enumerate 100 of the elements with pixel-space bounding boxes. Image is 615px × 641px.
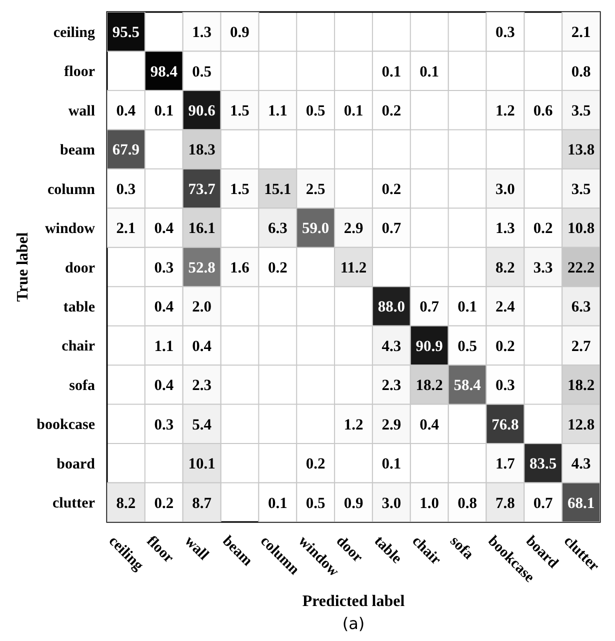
data-label: 2.9 [344, 220, 364, 238]
data-label: 76.8 [492, 416, 520, 434]
data-label: 2.0 [192, 298, 212, 316]
data-label: 4.3 [382, 338, 402, 355]
y-tick-label: chair [62, 338, 96, 355]
data-label: 90.6 [188, 102, 216, 120]
y-axis-title: True label [14, 232, 32, 302]
data-label: 0.4 [192, 338, 212, 355]
data-label: 0.5 [458, 338, 478, 355]
data-label: 1.3 [192, 24, 212, 42]
data-label: 3.3 [533, 259, 554, 276]
data-label: 58.4 [454, 377, 482, 394]
data-label: 18.3 [188, 142, 216, 159]
data-label: 0.4 [154, 220, 174, 238]
data-label: 0.2 [154, 494, 174, 512]
data-label: 0.9 [344, 494, 364, 512]
data-label: 83.5 [530, 456, 557, 473]
data-label: 3.0 [496, 180, 516, 198]
y-tick-label: clutter [52, 496, 96, 512]
data-label: 0.2 [306, 456, 326, 473]
data-label: 0.2 [382, 180, 402, 198]
data-label: 0.8 [571, 63, 591, 80]
data-label: 0.2 [533, 220, 554, 238]
y-tick-label: column [47, 182, 96, 198]
data-label: 2.5 [306, 180, 326, 198]
y-tick-label: ceiling [53, 24, 96, 41]
data-label: 0.1 [154, 102, 174, 120]
data-label: 4.3 [571, 456, 591, 473]
data-label: 2.1 [116, 220, 136, 238]
data-label: 1.0 [420, 494, 440, 512]
data-label: 16.1 [188, 220, 216, 238]
data-label: 0.4 [420, 416, 440, 434]
data-label: 0.1 [382, 456, 402, 473]
y-tick-label: window [44, 221, 96, 238]
data-label: 12.8 [567, 416, 595, 434]
x-tick-label: door [332, 533, 366, 566]
data-label: 1.5 [230, 180, 250, 198]
data-label: 0.7 [382, 220, 402, 238]
data-label: 2.9 [382, 416, 402, 434]
data-label: 11.2 [340, 259, 367, 276]
data-label: 22.2 [567, 259, 595, 276]
data-label: 68.1 [567, 494, 595, 512]
x-tick-label: sofa [446, 533, 477, 564]
data-label: 0.5 [192, 63, 212, 80]
x-tick-label: wall [181, 533, 212, 564]
data-label: 0.5 [306, 494, 326, 512]
data-label: 1.1 [154, 338, 174, 355]
data-label: 18.2 [416, 377, 444, 394]
data-label: 0.2 [496, 338, 516, 355]
data-label: 67.9 [112, 142, 140, 159]
y-tick-label: wall [68, 103, 95, 120]
data-label: 59.0 [302, 220, 330, 238]
data-label: 52.8 [188, 259, 216, 276]
data-label: 2.7 [571, 338, 591, 355]
data-label: 0.4 [154, 377, 174, 394]
y-tick-label: floor [64, 64, 96, 80]
data-label: 0.9 [230, 24, 250, 42]
data-label: 18.2 [567, 377, 595, 394]
data-label: 1.2 [496, 102, 516, 120]
data-label: 0.6 [533, 102, 554, 120]
data-label: 3.0 [382, 494, 402, 512]
data-label: 0.3 [496, 377, 516, 394]
y-tick-label: table [63, 299, 96, 316]
data-label: 6.3 [268, 220, 288, 238]
data-label: 3.5 [571, 180, 591, 198]
y-tick-label: beam [60, 142, 96, 159]
y-tick-label: bookcase [36, 417, 96, 434]
data-label: 2.1 [571, 24, 591, 42]
data-label: 1.6 [230, 259, 250, 276]
data-label: 0.1 [420, 63, 440, 80]
data-label: 0.2 [382, 102, 402, 120]
data-label: 95.5 [112, 24, 140, 42]
y-tick-label: sofa [69, 378, 96, 394]
data-label: 0.3 [496, 24, 516, 42]
data-label: 1.3 [496, 220, 516, 238]
data-label: 8.2 [116, 494, 136, 512]
y-tick-label: door [65, 260, 96, 276]
data-label: 88.0 [378, 298, 406, 316]
data-label: 2.4 [496, 298, 516, 316]
data-label: 1.5 [230, 102, 250, 120]
y-tick-label: board [56, 456, 96, 472]
data-label: 7.8 [496, 494, 516, 512]
data-label: 0.2 [268, 259, 288, 276]
data-label: 0.7 [533, 494, 554, 512]
data-label: 8.7 [192, 494, 212, 512]
data-label: 10.1 [188, 456, 216, 473]
data-label: 0.3 [154, 259, 174, 276]
text: (a) [341, 614, 366, 633]
data-label: 0.7 [420, 298, 440, 316]
data-label: 6.3 [571, 298, 591, 316]
data-label: 0.1 [382, 63, 402, 80]
data-label: 0.3 [116, 180, 136, 198]
data-label: 3.5 [571, 102, 591, 120]
data-label: 0.4 [154, 298, 174, 316]
data-label: 1.7 [496, 456, 516, 473]
data-label: 0.5 [306, 102, 326, 120]
data-label: 0.1 [344, 102, 364, 120]
data-label: 0.4 [116, 102, 136, 120]
data-label: 1.1 [268, 102, 288, 120]
data-label: 0.1 [458, 298, 477, 316]
